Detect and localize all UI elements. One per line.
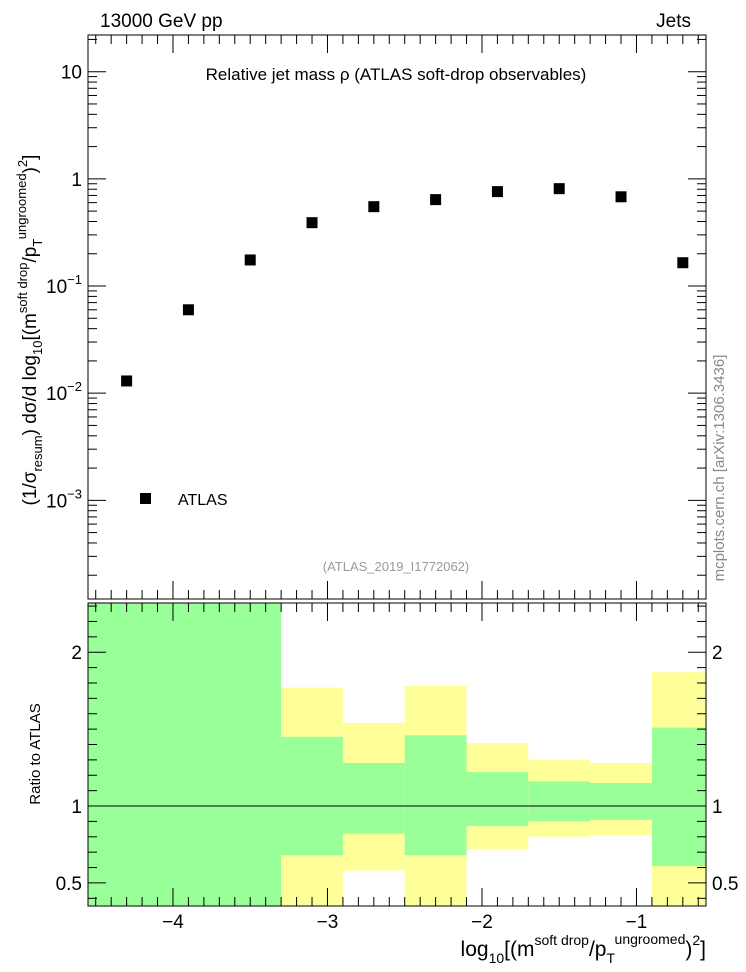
inner-band	[404, 735, 467, 856]
inner-band	[651, 727, 706, 867]
main-plot: Relative jet mass ρ (ATLAS soft-drop obs…	[14, 34, 707, 600]
ratio-y-tick-label-right: 0.5	[712, 874, 738, 895]
ratio-y-tick-label-right: 2	[712, 643, 723, 664]
data-point	[182, 304, 194, 316]
y-tick-label: 1	[71, 170, 82, 191]
ratio-y-tick-label: 0.5	[56, 874, 82, 895]
analysis-watermark: (ATLAS_2019_I1772062)	[323, 559, 469, 574]
inner-band	[466, 772, 529, 827]
data-point	[615, 191, 627, 203]
data-point	[244, 254, 256, 266]
legend-label-atlas: ATLAS	[178, 492, 228, 509]
main-legend: ATLAS	[140, 492, 228, 509]
ratio-y-tick-label: 2	[71, 643, 82, 664]
energy-label: 13000 GeV pp	[100, 11, 223, 32]
inner-band	[88, 603, 282, 906]
y-tick-label: 10	[61, 63, 82, 84]
data-point	[430, 194, 442, 206]
data-point	[553, 183, 565, 195]
x-tick-label: −1	[626, 912, 648, 933]
main-data-points	[121, 183, 689, 387]
x-axis-title: log10[(msoft drop/pTungroomed)2]	[461, 931, 706, 966]
x-tick-label: −4	[162, 912, 184, 933]
inner-band	[528, 781, 591, 822]
ratio-plot: 2 2 1 1 0.5 0.5 −4 −3 −2 −1 Ratio to ATLAS log10[…	[27, 602, 738, 966]
main-y-ticks: 10 1 10−1 10−2 10−3	[46, 35, 706, 599]
ratio-uncertainty-bands	[88, 603, 706, 906]
ratio-axis-ticks: 2 2 1 1 0.5 0.5 −4 −3 −2 −1	[56, 603, 738, 933]
data-point	[121, 375, 133, 387]
ratio-y-axis-title: Ratio to ATLAS	[27, 703, 44, 804]
legend-marker	[140, 493, 151, 504]
mcplots-credit: mcplots.cern.ch [arXiv:1306.3436]	[711, 355, 728, 582]
inner-band	[590, 782, 652, 820]
process-label: Jets	[656, 11, 691, 32]
main-y-axis-title: (1/σresum) dσ/d log10[(msoft drop/pTungr…	[14, 155, 45, 506]
data-point	[677, 257, 689, 269]
y-tick-label: 10−1	[46, 272, 82, 298]
y-tick-label: 10−2	[46, 379, 82, 405]
inner-band	[342, 762, 405, 834]
main-plot-frame	[87, 34, 707, 600]
ratio-y-tick-label: 1	[71, 797, 82, 818]
ratio-plot-frame	[87, 602, 707, 907]
data-point	[368, 201, 380, 213]
data-point	[306, 217, 318, 229]
y-tick-label: 10−3	[46, 486, 82, 512]
x-tick-label: −2	[471, 912, 493, 933]
data-point	[491, 186, 503, 198]
inner-band	[281, 736, 343, 856]
ratio-y-tick-label-right: 1	[712, 797, 723, 818]
x-tick-label: −3	[317, 912, 339, 933]
main-plot-title: Relative jet mass ρ (ATLAS soft-drop obs…	[206, 65, 587, 84]
